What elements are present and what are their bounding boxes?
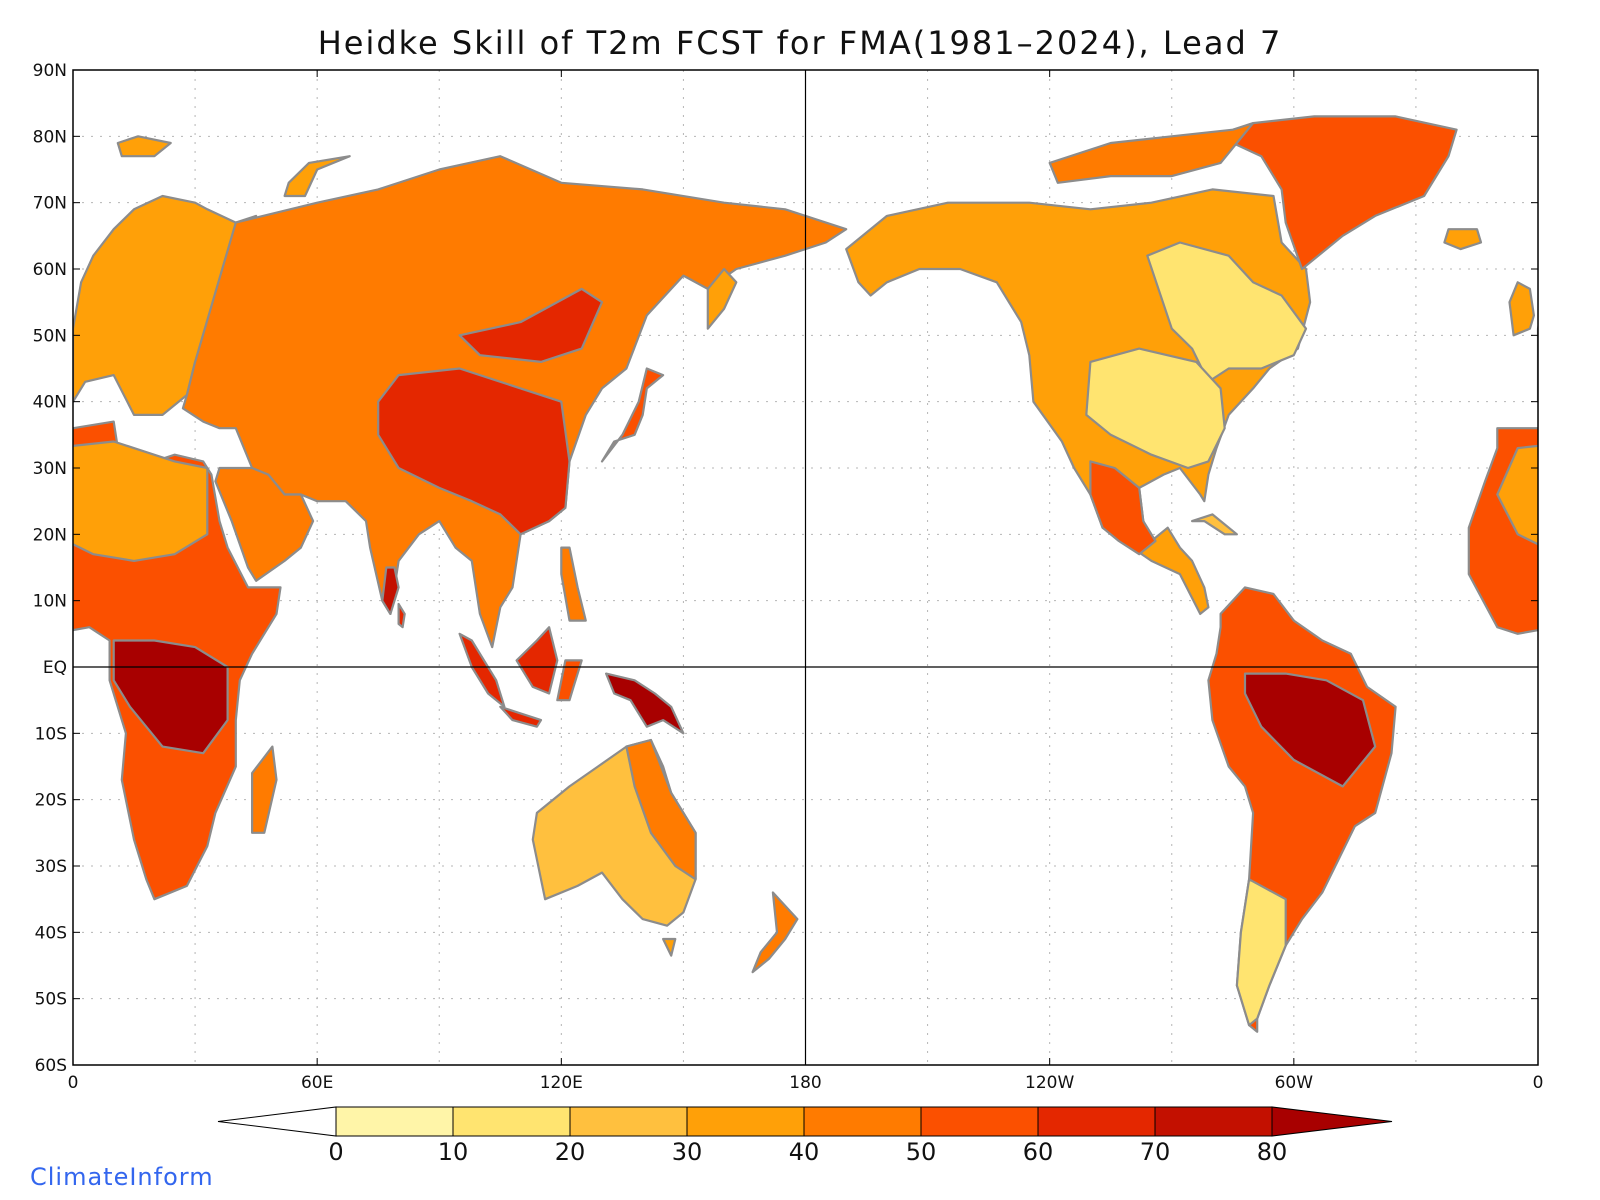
x-tick-label: 180 [789,1073,821,1093]
colorbar-segment [686,1106,805,1137]
region-mexico [1089,460,1157,556]
region-svalbard [1583,136,1600,156]
x-tick-label: 0 [68,1073,79,1093]
region-sahara [73,440,209,563]
y-tick-label: 20N [33,525,67,545]
region-canada-east [1146,241,1308,383]
colorbar-label: 20 [555,1138,586,1166]
colorbar-label: 80 [1257,1138,1288,1166]
region-japan [600,367,665,463]
region-borneo [515,626,559,695]
region-iceland [1443,228,1483,251]
y-tick-label: 70N [33,194,67,214]
axis-labels: 90N 80N 70N 60N 50N 40N 30N 20N 10N EQ 10S 20S 30S 40… [33,61,1544,1093]
colorbar-segment [335,1106,454,1137]
region-greenland [1231,115,1458,271]
y-tick-label: 20S [35,791,67,811]
credit-label: ClimateInform [30,1163,214,1191]
y-tick-label: 30N [33,459,67,479]
y-tick-label: 10S [35,724,67,744]
region-australia-east [625,738,697,881]
region-new-zealand [751,891,799,974]
y-tick-label: 80N [33,127,67,147]
colorbar-segment [569,1106,688,1137]
x-tick-label: 120E [540,1073,583,1093]
region-svalbard [116,135,172,158]
region-novaya-zemlya [283,155,351,198]
x-tick-label: 0 [1533,1073,1544,1093]
colorbar-label: 0 [328,1138,343,1166]
region-europe [1536,322,1538,403]
colorbar-segment [920,1106,1039,1137]
region-uk [1508,281,1536,337]
colorbar-label: 60 [1023,1138,1054,1166]
region-new-guinea [604,672,685,735]
region-philippines [560,546,587,622]
colorbar-below-arrow [217,1106,337,1137]
region-iceland [0,229,16,249]
y-tick-label: 40S [35,923,67,943]
colorbar: 0 10 20 30 40 50 60 70 80 [217,1106,1393,1166]
reference-lines [73,70,1538,1065]
colorbar-segment [452,1106,571,1137]
x-tick-label: 120W [1025,1073,1074,1093]
colorbar-label: 40 [789,1138,820,1166]
region-arabia [214,466,315,582]
region-amazon-core [1243,672,1377,788]
region-sahara [1496,444,1538,546]
region-java [499,705,543,728]
y-tick-label: 50N [33,326,67,346]
region-usa-central [1085,347,1226,470]
region-india-tip [381,566,400,616]
region-siberia-hot [458,287,604,363]
colorbar-label: 10 [438,1138,469,1166]
y-tick-label: 60N [33,260,67,280]
region-sri-lanka [397,602,406,629]
y-tick-label: 60S [35,1056,67,1076]
colorbar-segment [803,1106,922,1137]
y-tick-label: 90N [33,61,67,81]
colorbar-above-arrow [1271,1106,1393,1137]
land-regions [0,115,1600,1033]
colorbar-label: 50 [906,1138,937,1166]
region-central-africa [112,639,229,755]
y-tick-label: 50S [35,990,67,1010]
region-central-africa [1579,641,1600,754]
region-arctic-canada [1048,121,1255,184]
region-kamchatka [706,267,738,330]
y-tick-label: EQ [43,658,67,678]
colorbar-segment [1154,1106,1273,1137]
map-title: Heidke Skill of T2m FCST for FMA(1981–20… [317,24,1283,62]
colorbar-label: 30 [672,1138,703,1166]
region-china-south-asia [377,367,571,536]
x-tick-label: 60E [301,1073,333,1093]
region-cuba [1190,513,1239,536]
y-tick-label: 30S [35,857,67,877]
colorbar-segment [1037,1106,1156,1137]
y-tick-label: 40N [33,393,67,413]
x-tick-label: 60W [1275,1073,1314,1093]
region-patagonia [1235,878,1287,1027]
region-tasmania [661,937,677,957]
colorbar-label: 70 [1140,1138,1171,1166]
y-tick-label: 10N [33,592,67,612]
region-madagascar [251,745,278,834]
